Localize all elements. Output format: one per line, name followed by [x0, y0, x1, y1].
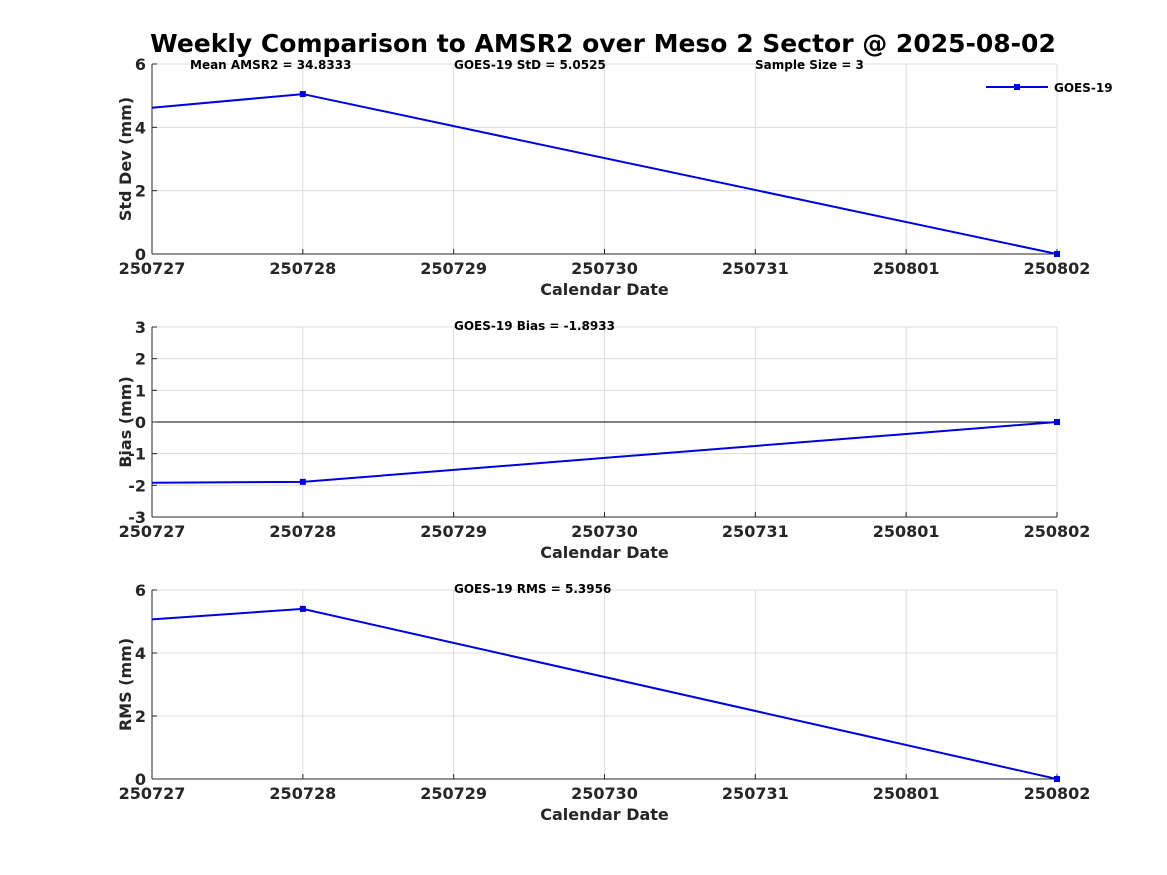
y-tick-label: 2: [135, 707, 146, 726]
figure-title: Weekly Comparison to AMSR2 over Meso 2 S…: [150, 29, 1056, 58]
y-tick-label: 6: [135, 581, 146, 600]
data-point-marker: [299, 91, 306, 98]
x-tick-label: 250802: [1024, 784, 1091, 803]
panel-2: 250727 250728 250729 250730 250731 250801 2508…: [116, 318, 1091, 562]
y-tick-label: 2: [135, 350, 146, 369]
x-axis-label: Calendar Date: [540, 280, 669, 299]
x-tick-label: 250728: [269, 522, 336, 541]
y-tick-label: 4: [135, 118, 146, 137]
x-tick-label: 250730: [571, 522, 638, 541]
x-tick-label: 250728: [269, 784, 336, 803]
x-tick-label: 250730: [571, 259, 638, 278]
data-point-marker: [1054, 419, 1060, 425]
x-tick-label: 250727: [119, 522, 186, 541]
legend: GOES-19: [986, 81, 1113, 95]
legend-label: GOES-19: [1054, 81, 1113, 95]
panels: 250727 250728 250729 250730 250731 250801 2508…: [116, 55, 1113, 824]
y-tick-label: 2: [135, 182, 146, 201]
x-tick-label: 250801: [873, 259, 940, 278]
y-tick-label: -3: [128, 508, 146, 527]
x-tick-label: 250731: [722, 522, 789, 541]
stat-annotation: GOES-19 Bias = -1.8933: [454, 319, 615, 333]
data-point-marker: [1054, 251, 1060, 257]
x-axis-label: Calendar Date: [540, 805, 669, 824]
y-axis-label: Std Dev (mm): [116, 97, 135, 221]
x-tick-label: 250728: [269, 259, 336, 278]
panel-1: 250727 250728 250729 250730 250731 250801 2508…: [116, 55, 1091, 299]
x-tick-label: 250802: [1024, 522, 1091, 541]
y-tick-label: 0: [135, 413, 146, 432]
stat-annotation: GOES-19 RMS = 5.3956: [454, 582, 611, 596]
x-axis-label: Calendar Date: [540, 543, 669, 562]
x-tick-label: 250801: [873, 522, 940, 541]
x-tick-label: 250802: [1024, 259, 1091, 278]
stat-annotation: Mean AMSR2 = 34.8333: [190, 58, 351, 72]
y-tick-label: 0: [135, 770, 146, 789]
legend-marker: [1014, 84, 1020, 90]
x-tick-label: 250729: [420, 784, 487, 803]
x-tick-label: 250801: [873, 784, 940, 803]
data-point-marker: [299, 605, 306, 612]
y-tick-label: -1: [128, 445, 146, 464]
x-tick-label: 250727: [119, 259, 186, 278]
x-tick-label: 250731: [722, 259, 789, 278]
y-tick-label: 1: [135, 381, 146, 400]
y-tick-label: 4: [135, 644, 146, 663]
stat-annotation: GOES-19 StD = 5.0525: [454, 58, 606, 72]
y-axis-label: RMS (mm): [116, 638, 135, 731]
y-tick-label: 6: [135, 55, 146, 74]
y-tick-label: -2: [128, 476, 146, 495]
y-tick-label: 3: [135, 318, 146, 337]
x-tick-label: 250731: [722, 784, 789, 803]
x-tick-label: 250727: [119, 784, 186, 803]
x-tick-label: 250729: [420, 522, 487, 541]
y-axis-label: Bias (mm): [116, 376, 135, 468]
stat-annotation: Sample Size = 3: [755, 58, 864, 72]
panel-3: 250727 250728 250729 250730 250731 250801 2508…: [116, 581, 1091, 824]
data-point-marker: [299, 478, 306, 485]
x-tick-label: 250730: [571, 784, 638, 803]
y-tick-label: 0: [135, 245, 146, 264]
data-point-marker: [1054, 776, 1060, 782]
x-tick-label: 250729: [420, 259, 487, 278]
